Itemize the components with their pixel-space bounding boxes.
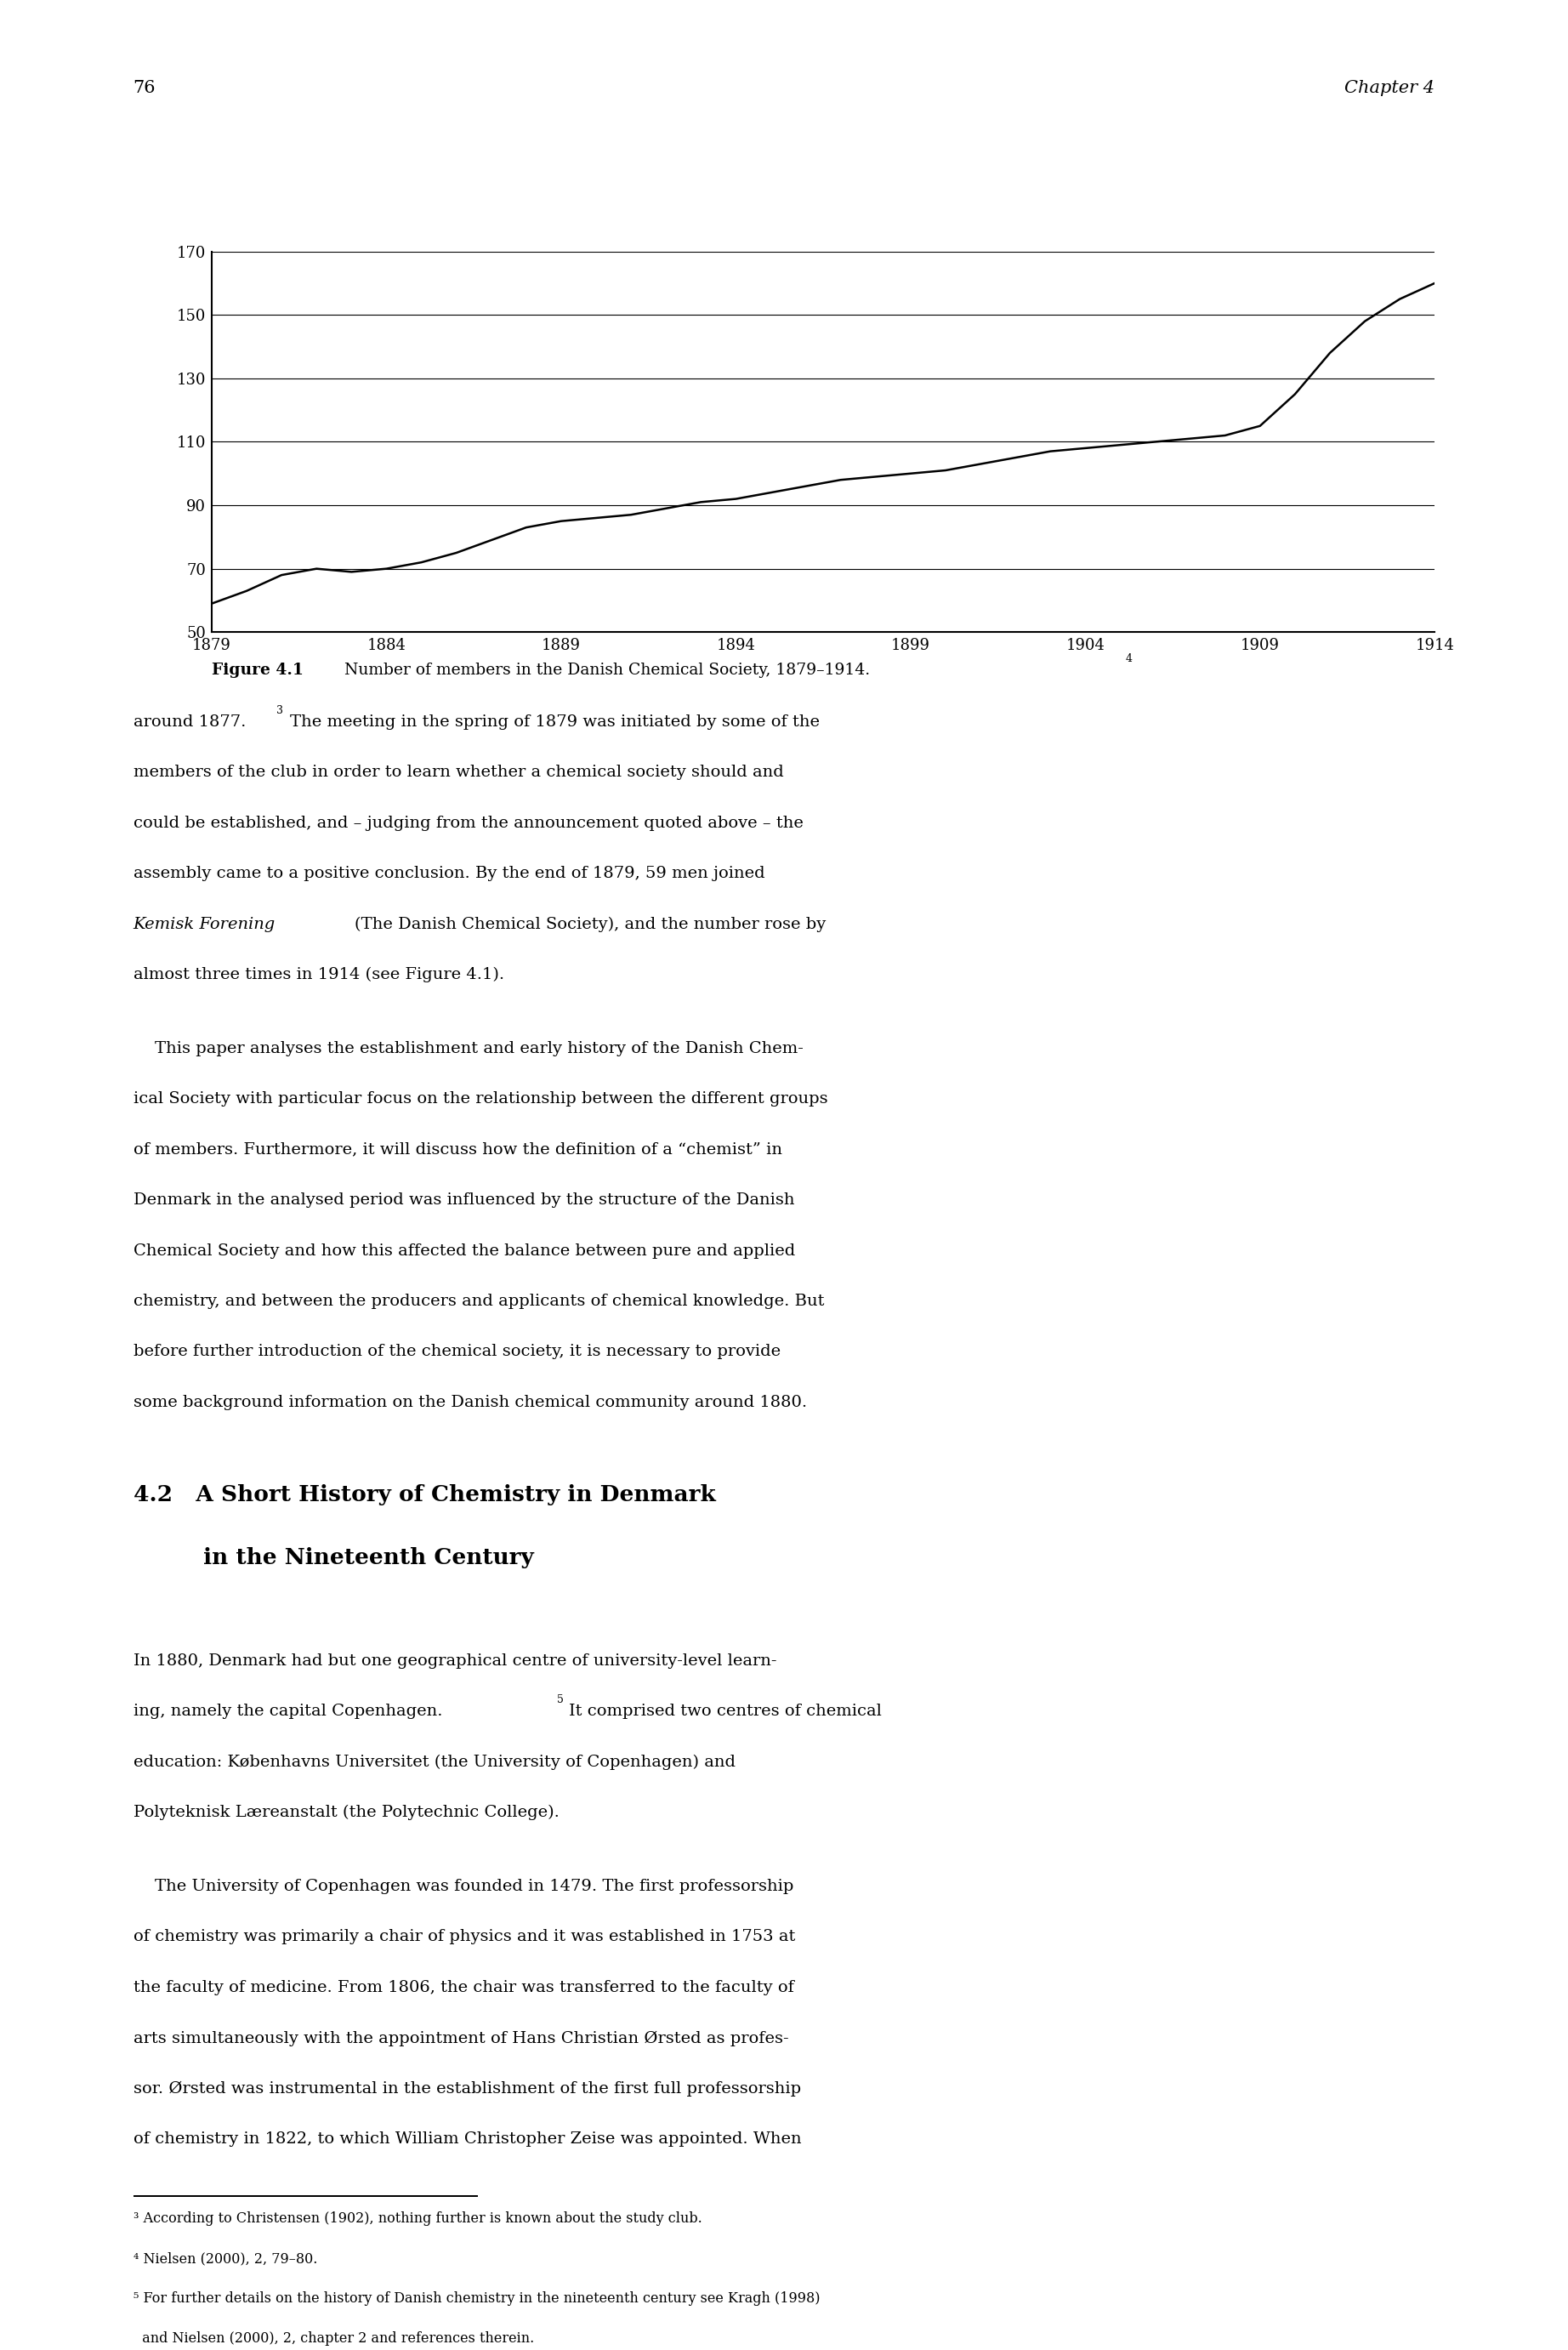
- Text: ing, namely the capital Copenhagen.: ing, namely the capital Copenhagen.: [133, 1704, 442, 1720]
- Text: could be established, and – judging from the announcement quoted above – the: could be established, and – judging from…: [133, 815, 803, 832]
- Text: The University of Copenhagen was founded in 1479. The first professorship: The University of Copenhagen was founded…: [133, 1878, 793, 1894]
- Text: in the Nineteenth Century: in the Nineteenth Century: [133, 1546, 533, 1570]
- Text: sor. Ørsted was instrumental in the establishment of the first full professorshi: sor. Ørsted was instrumental in the esta…: [133, 2080, 801, 2096]
- Text: This paper analyses the establishment and early history of the Danish Chem-: This paper analyses the establishment an…: [133, 1041, 803, 1058]
- Text: It comprised two centres of chemical: It comprised two centres of chemical: [569, 1704, 881, 1720]
- Text: some background information on the Danish chemical community around 1880.: some background information on the Danis…: [133, 1394, 808, 1410]
- Text: Chemical Society and how this affected the balance between pure and applied: Chemical Society and how this affected t…: [133, 1243, 795, 1260]
- Text: In 1880, Denmark had but one geographical centre of university-level learn-: In 1880, Denmark had but one geographica…: [133, 1652, 776, 1668]
- Text: ical Society with particular focus on the relationship between the different gro: ical Society with particular focus on th…: [133, 1090, 828, 1107]
- Text: and Nielsen (2000), 2, chapter 2 and references therein.: and Nielsen (2000), 2, chapter 2 and ref…: [133, 2331, 535, 2345]
- Text: ⁵ For further details on the history of Danish chemistry in the nineteenth centu: ⁵ For further details on the history of …: [133, 2291, 820, 2305]
- Text: around 1877.: around 1877.: [133, 714, 246, 731]
- Text: ⁴ Nielsen (2000), 2, 79–80.: ⁴ Nielsen (2000), 2, 79–80.: [133, 2251, 317, 2265]
- Text: (The Danish Chemical Society), and the number rose by: (The Danish Chemical Society), and the n…: [354, 916, 826, 933]
- Text: 4: 4: [1126, 653, 1132, 665]
- Text: arts simultaneously with the appointment of Hans Christian Ørsted as profes-: arts simultaneously with the appointment…: [133, 2030, 789, 2047]
- Text: Kemisk Forening: Kemisk Forening: [133, 916, 276, 933]
- Text: Number of members in the Danish Chemical Society, 1879–1914.: Number of members in the Danish Chemical…: [329, 663, 870, 679]
- Text: almost three times in 1914 (see Figure 4.1).: almost three times in 1914 (see Figure 4…: [133, 966, 505, 982]
- Text: The meeting in the spring of 1879 was initiated by some of the: The meeting in the spring of 1879 was in…: [290, 714, 820, 731]
- Text: of chemistry in 1822, to which William Christopher Zeise was appointed. When: of chemistry in 1822, to which William C…: [133, 2131, 801, 2148]
- Text: 4.2   A Short History of Chemistry in Denmark: 4.2 A Short History of Chemistry in Denm…: [133, 1483, 715, 1506]
- Text: 76: 76: [133, 80, 155, 96]
- Text: ³ According to Christensen (1902), nothing further is known about the study club: ³ According to Christensen (1902), nothi…: [133, 2211, 702, 2225]
- Text: Denmark in the analysed period was influenced by the structure of the Danish: Denmark in the analysed period was influ…: [133, 1191, 795, 1208]
- Text: 5: 5: [557, 1694, 563, 1706]
- Text: 3: 3: [276, 705, 282, 717]
- Text: of chemistry was primarily a chair of physics and it was established in 1753 at: of chemistry was primarily a chair of ph…: [133, 1929, 795, 1946]
- Text: Figure 4.1: Figure 4.1: [212, 663, 304, 679]
- Text: members of the club in order to learn whether a chemical society should and: members of the club in order to learn wh…: [133, 766, 784, 780]
- Text: assembly came to a positive conclusion. By the end of 1879, 59 men joined: assembly came to a positive conclusion. …: [133, 865, 765, 881]
- Text: chemistry, and between the producers and applicants of chemical knowledge. But: chemistry, and between the producers and…: [133, 1293, 825, 1309]
- Text: the faculty of medicine. From 1806, the chair was transferred to the faculty of: the faculty of medicine. From 1806, the …: [133, 1979, 793, 1995]
- Text: education: Københavns Universitet (the University of Copenhagen) and: education: Københavns Universitet (the U…: [133, 1753, 735, 1770]
- Text: Polyteknisk Læreanstalt (the Polytechnic College).: Polyteknisk Læreanstalt (the Polytechnic…: [133, 1805, 560, 1821]
- Text: before further introduction of the chemical society, it is necessary to provide: before further introduction of the chemi…: [133, 1344, 781, 1361]
- Text: Chapter 4: Chapter 4: [1345, 80, 1435, 96]
- Text: of members. Furthermore, it will discuss how the definition of a “chemist” in: of members. Furthermore, it will discuss…: [133, 1142, 782, 1159]
